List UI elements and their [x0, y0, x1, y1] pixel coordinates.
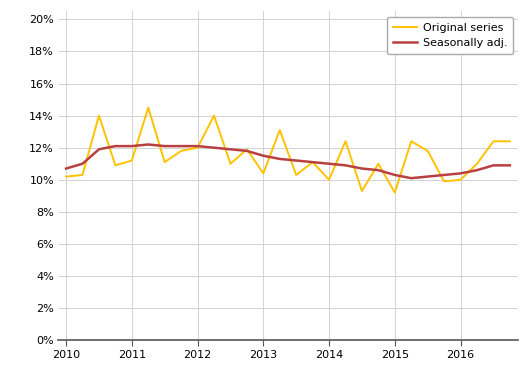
Original series	[227, 161, 234, 166]
Original series	[79, 173, 86, 177]
Seasonally adj.	[474, 168, 480, 172]
Original series	[490, 139, 497, 144]
Seasonally adj.	[79, 161, 86, 166]
Original series	[178, 149, 184, 153]
Seasonally adj.	[277, 156, 283, 161]
Original series	[359, 189, 365, 193]
Original series	[277, 128, 283, 132]
Original series	[129, 158, 135, 163]
Seasonally adj.	[260, 153, 267, 158]
Seasonally adj.	[112, 144, 118, 148]
Seasonally adj.	[161, 144, 168, 148]
Seasonally adj.	[391, 173, 398, 177]
Seasonally adj.	[211, 146, 217, 150]
Original series	[63, 174, 69, 179]
Seasonally adj.	[375, 168, 381, 172]
Line: Original series: Original series	[66, 108, 510, 193]
Original series	[260, 171, 267, 176]
Original series	[474, 161, 480, 166]
Seasonally adj.	[441, 173, 448, 177]
Legend: Original series, Seasonally adj.: Original series, Seasonally adj.	[387, 17, 513, 54]
Seasonally adj.	[227, 147, 234, 152]
Original series	[408, 139, 414, 144]
Original series	[293, 173, 299, 177]
Seasonally adj.	[490, 163, 497, 167]
Seasonally adj.	[96, 147, 102, 152]
Original series	[145, 105, 151, 110]
Original series	[458, 178, 464, 182]
Seasonally adj.	[359, 166, 365, 171]
Seasonally adj.	[63, 166, 69, 171]
Seasonally adj.	[408, 176, 414, 180]
Original series	[375, 161, 381, 166]
Original series	[441, 179, 448, 184]
Seasonally adj.	[145, 142, 151, 147]
Original series	[211, 113, 217, 118]
Line: Seasonally adj.: Seasonally adj.	[66, 144, 510, 178]
Original series	[326, 178, 332, 182]
Seasonally adj.	[424, 174, 431, 179]
Original series	[507, 139, 513, 144]
Original series	[309, 160, 316, 164]
Seasonally adj.	[244, 149, 250, 153]
Original series	[342, 139, 349, 144]
Original series	[112, 163, 118, 167]
Seasonally adj.	[194, 144, 200, 148]
Original series	[194, 146, 200, 150]
Seasonally adj.	[342, 163, 349, 167]
Seasonally adj.	[293, 158, 299, 163]
Original series	[244, 147, 250, 152]
Original series	[96, 113, 102, 118]
Seasonally adj.	[309, 160, 316, 164]
Seasonally adj.	[178, 144, 184, 148]
Original series	[424, 149, 431, 153]
Seasonally adj.	[458, 171, 464, 176]
Original series	[161, 160, 168, 164]
Seasonally adj.	[507, 163, 513, 167]
Seasonally adj.	[129, 144, 135, 148]
Seasonally adj.	[326, 161, 332, 166]
Original series	[391, 191, 398, 195]
